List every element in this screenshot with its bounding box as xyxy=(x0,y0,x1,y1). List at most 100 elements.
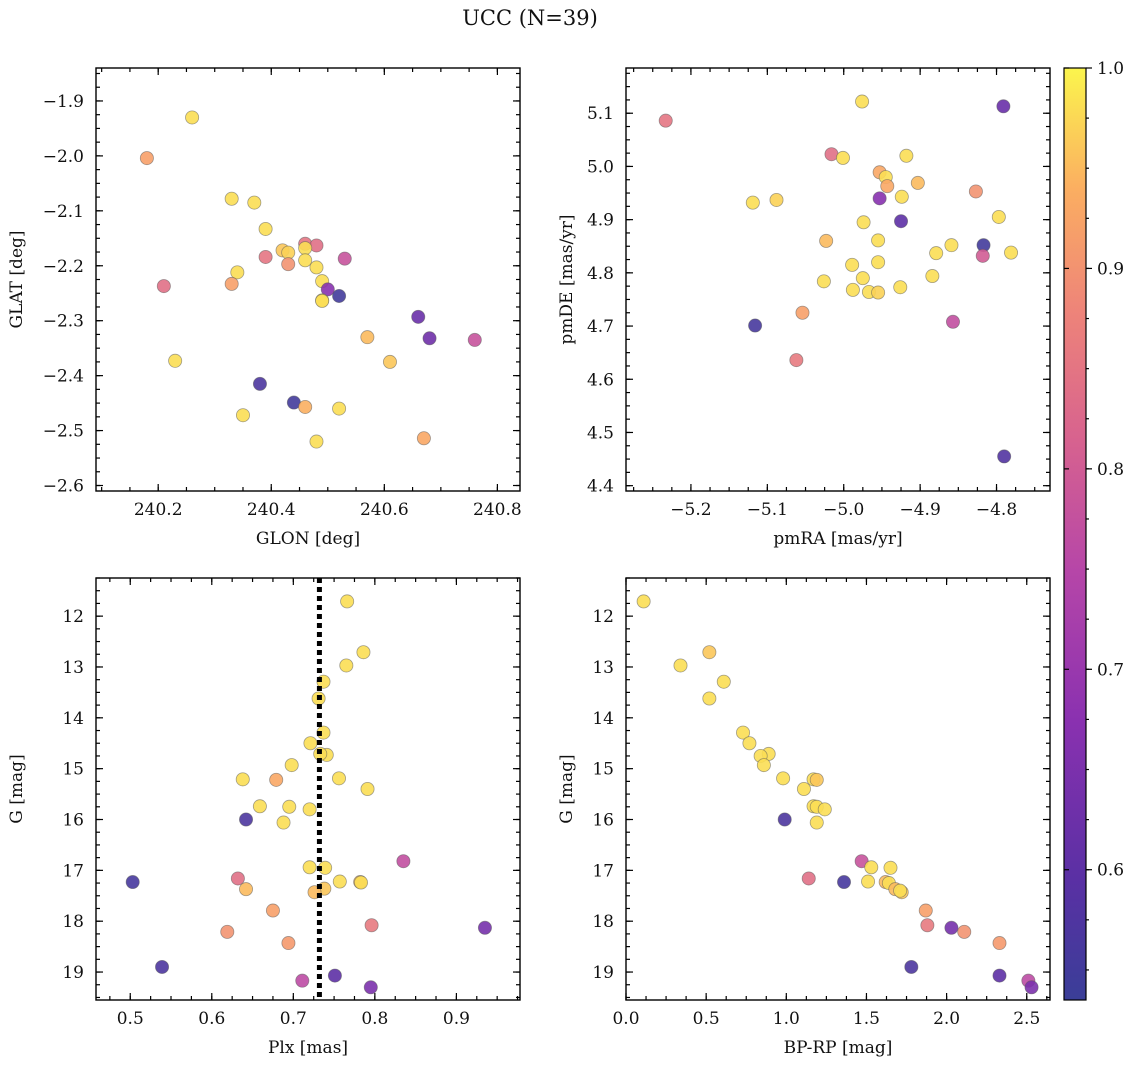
scatter-point xyxy=(477,920,492,935)
scatter-point xyxy=(332,288,347,303)
scatter-point xyxy=(871,233,886,248)
scatter-point xyxy=(356,645,371,660)
scatter-point xyxy=(910,175,925,190)
scatter-point xyxy=(309,434,324,449)
scatter-point xyxy=(327,968,342,983)
scatter-point xyxy=(155,959,170,974)
scatter-point xyxy=(809,772,824,787)
scatter-point xyxy=(899,148,914,163)
scatter-panels: 240.2 240.4 240.6 240.8 −1.9 −2.0 −2.1 −2.2 −2.3… xyxy=(7,67,1051,1058)
y-tick-label: 15 xyxy=(62,760,84,780)
colorbar-tick-label: 0.9 xyxy=(1097,259,1124,279)
scatter-point xyxy=(282,799,297,814)
scatter-point xyxy=(363,980,378,995)
figure-title: UCC (N=39) xyxy=(462,6,598,30)
scatter-point xyxy=(894,214,909,229)
scatter-point xyxy=(269,772,284,787)
y-tick-label: 14 xyxy=(592,709,614,729)
scatter-point xyxy=(864,860,879,875)
scatter-point xyxy=(265,903,280,918)
plot-frame xyxy=(625,67,1051,492)
scatter-point xyxy=(224,191,239,206)
scatter-point xyxy=(745,195,760,210)
scatter-point xyxy=(809,815,824,830)
scatter-point xyxy=(748,318,763,333)
colorbar-tick-label: 0.6 xyxy=(1097,861,1124,881)
x-tick-label: 240.8 xyxy=(473,500,522,520)
colorbar-tick-label: 0.7 xyxy=(1097,660,1124,680)
scatter-point xyxy=(845,257,860,272)
scatter-point xyxy=(997,449,1012,464)
x-tick-label: −5.1 xyxy=(747,500,788,520)
scatter-point xyxy=(235,408,250,423)
scatter-point xyxy=(337,251,352,266)
x-tick-label: −4.8 xyxy=(976,500,1017,520)
scatter-point xyxy=(295,973,310,988)
scatter-point xyxy=(795,305,810,320)
y-tick-label: 4.5 xyxy=(587,423,614,443)
x-axis-label: pmRA [mas/yr] xyxy=(773,529,902,549)
scatter-point xyxy=(658,113,673,128)
scatter-point xyxy=(224,276,239,291)
y-tick-label: 14 xyxy=(62,709,84,729)
scatter-point xyxy=(801,871,816,886)
x-tick-label: 0.5 xyxy=(117,1009,144,1029)
scatter-point xyxy=(702,691,717,706)
x-axis-label: Plx [mas] xyxy=(268,1038,348,1058)
x-tick-label: 0.6 xyxy=(198,1009,225,1029)
scatter-point xyxy=(284,758,299,773)
scatter-point xyxy=(957,924,972,939)
y-tick-label: 12 xyxy=(592,607,614,627)
scatter-point xyxy=(252,799,267,814)
scatter-point xyxy=(220,924,235,939)
scatter-point xyxy=(872,191,887,206)
scatter-point xyxy=(331,771,346,786)
scatter-point xyxy=(702,645,717,660)
y-tick-label: −2.0 xyxy=(43,147,84,167)
y-tick-label: 19 xyxy=(592,963,614,983)
y-tick-label: −2.2 xyxy=(43,257,84,277)
scatter-point xyxy=(871,255,886,270)
scatter-point xyxy=(883,860,898,875)
scatter-point xyxy=(837,875,852,890)
scatter-point xyxy=(298,241,313,256)
scatter-point xyxy=(411,309,426,324)
scatter-point xyxy=(168,353,183,368)
scatter-point xyxy=(816,274,831,289)
y-tick-label: 15 xyxy=(592,760,614,780)
scatter-point xyxy=(756,758,771,773)
y-tick-label: 18 xyxy=(62,912,84,932)
colorbar: 0.6 0.7 0.8 0.9 1.0 xyxy=(1063,59,1124,1001)
scatter-point xyxy=(1004,245,1019,260)
scatter-point xyxy=(239,882,254,897)
scatter-point xyxy=(789,353,804,368)
scatter-point xyxy=(364,918,379,933)
y-tick-label: 13 xyxy=(62,658,84,678)
y-axis-label: G [mag] xyxy=(7,754,27,823)
x-tick-label: 0.0 xyxy=(612,1009,639,1029)
scatter-point xyxy=(856,215,871,230)
colorbar-tick-label: 1.0 xyxy=(1097,59,1124,79)
scatter-point xyxy=(302,860,317,875)
scatter-point xyxy=(360,782,375,797)
x-axis-label: BP-RP [mag] xyxy=(784,1038,893,1058)
scatter-point xyxy=(276,815,291,830)
colorbar-tick-label: 0.8 xyxy=(1097,460,1124,480)
plot-frame xyxy=(95,577,521,1001)
scatter-point xyxy=(736,725,751,740)
y-tick-label: 4.8 xyxy=(587,264,614,284)
scatter-point xyxy=(996,99,1011,114)
colorbar-gradient xyxy=(1063,67,1087,1001)
y-axis-label: pmDE [mas/yr] xyxy=(557,214,577,344)
x-axis-label: GLON [deg] xyxy=(256,529,360,549)
x-tick-label: 0.7 xyxy=(280,1009,307,1029)
y-tick-label: 5.1 xyxy=(587,104,614,124)
scatter-point xyxy=(230,265,245,280)
scatter-point xyxy=(819,233,834,248)
scatter-point xyxy=(796,782,811,797)
scatter-point xyxy=(396,854,411,869)
y-tick-label: −2.1 xyxy=(43,202,84,222)
scatter-point xyxy=(871,285,886,300)
x-tick-label: 240.2 xyxy=(134,500,183,520)
y-tick-label: 4.6 xyxy=(587,370,614,390)
